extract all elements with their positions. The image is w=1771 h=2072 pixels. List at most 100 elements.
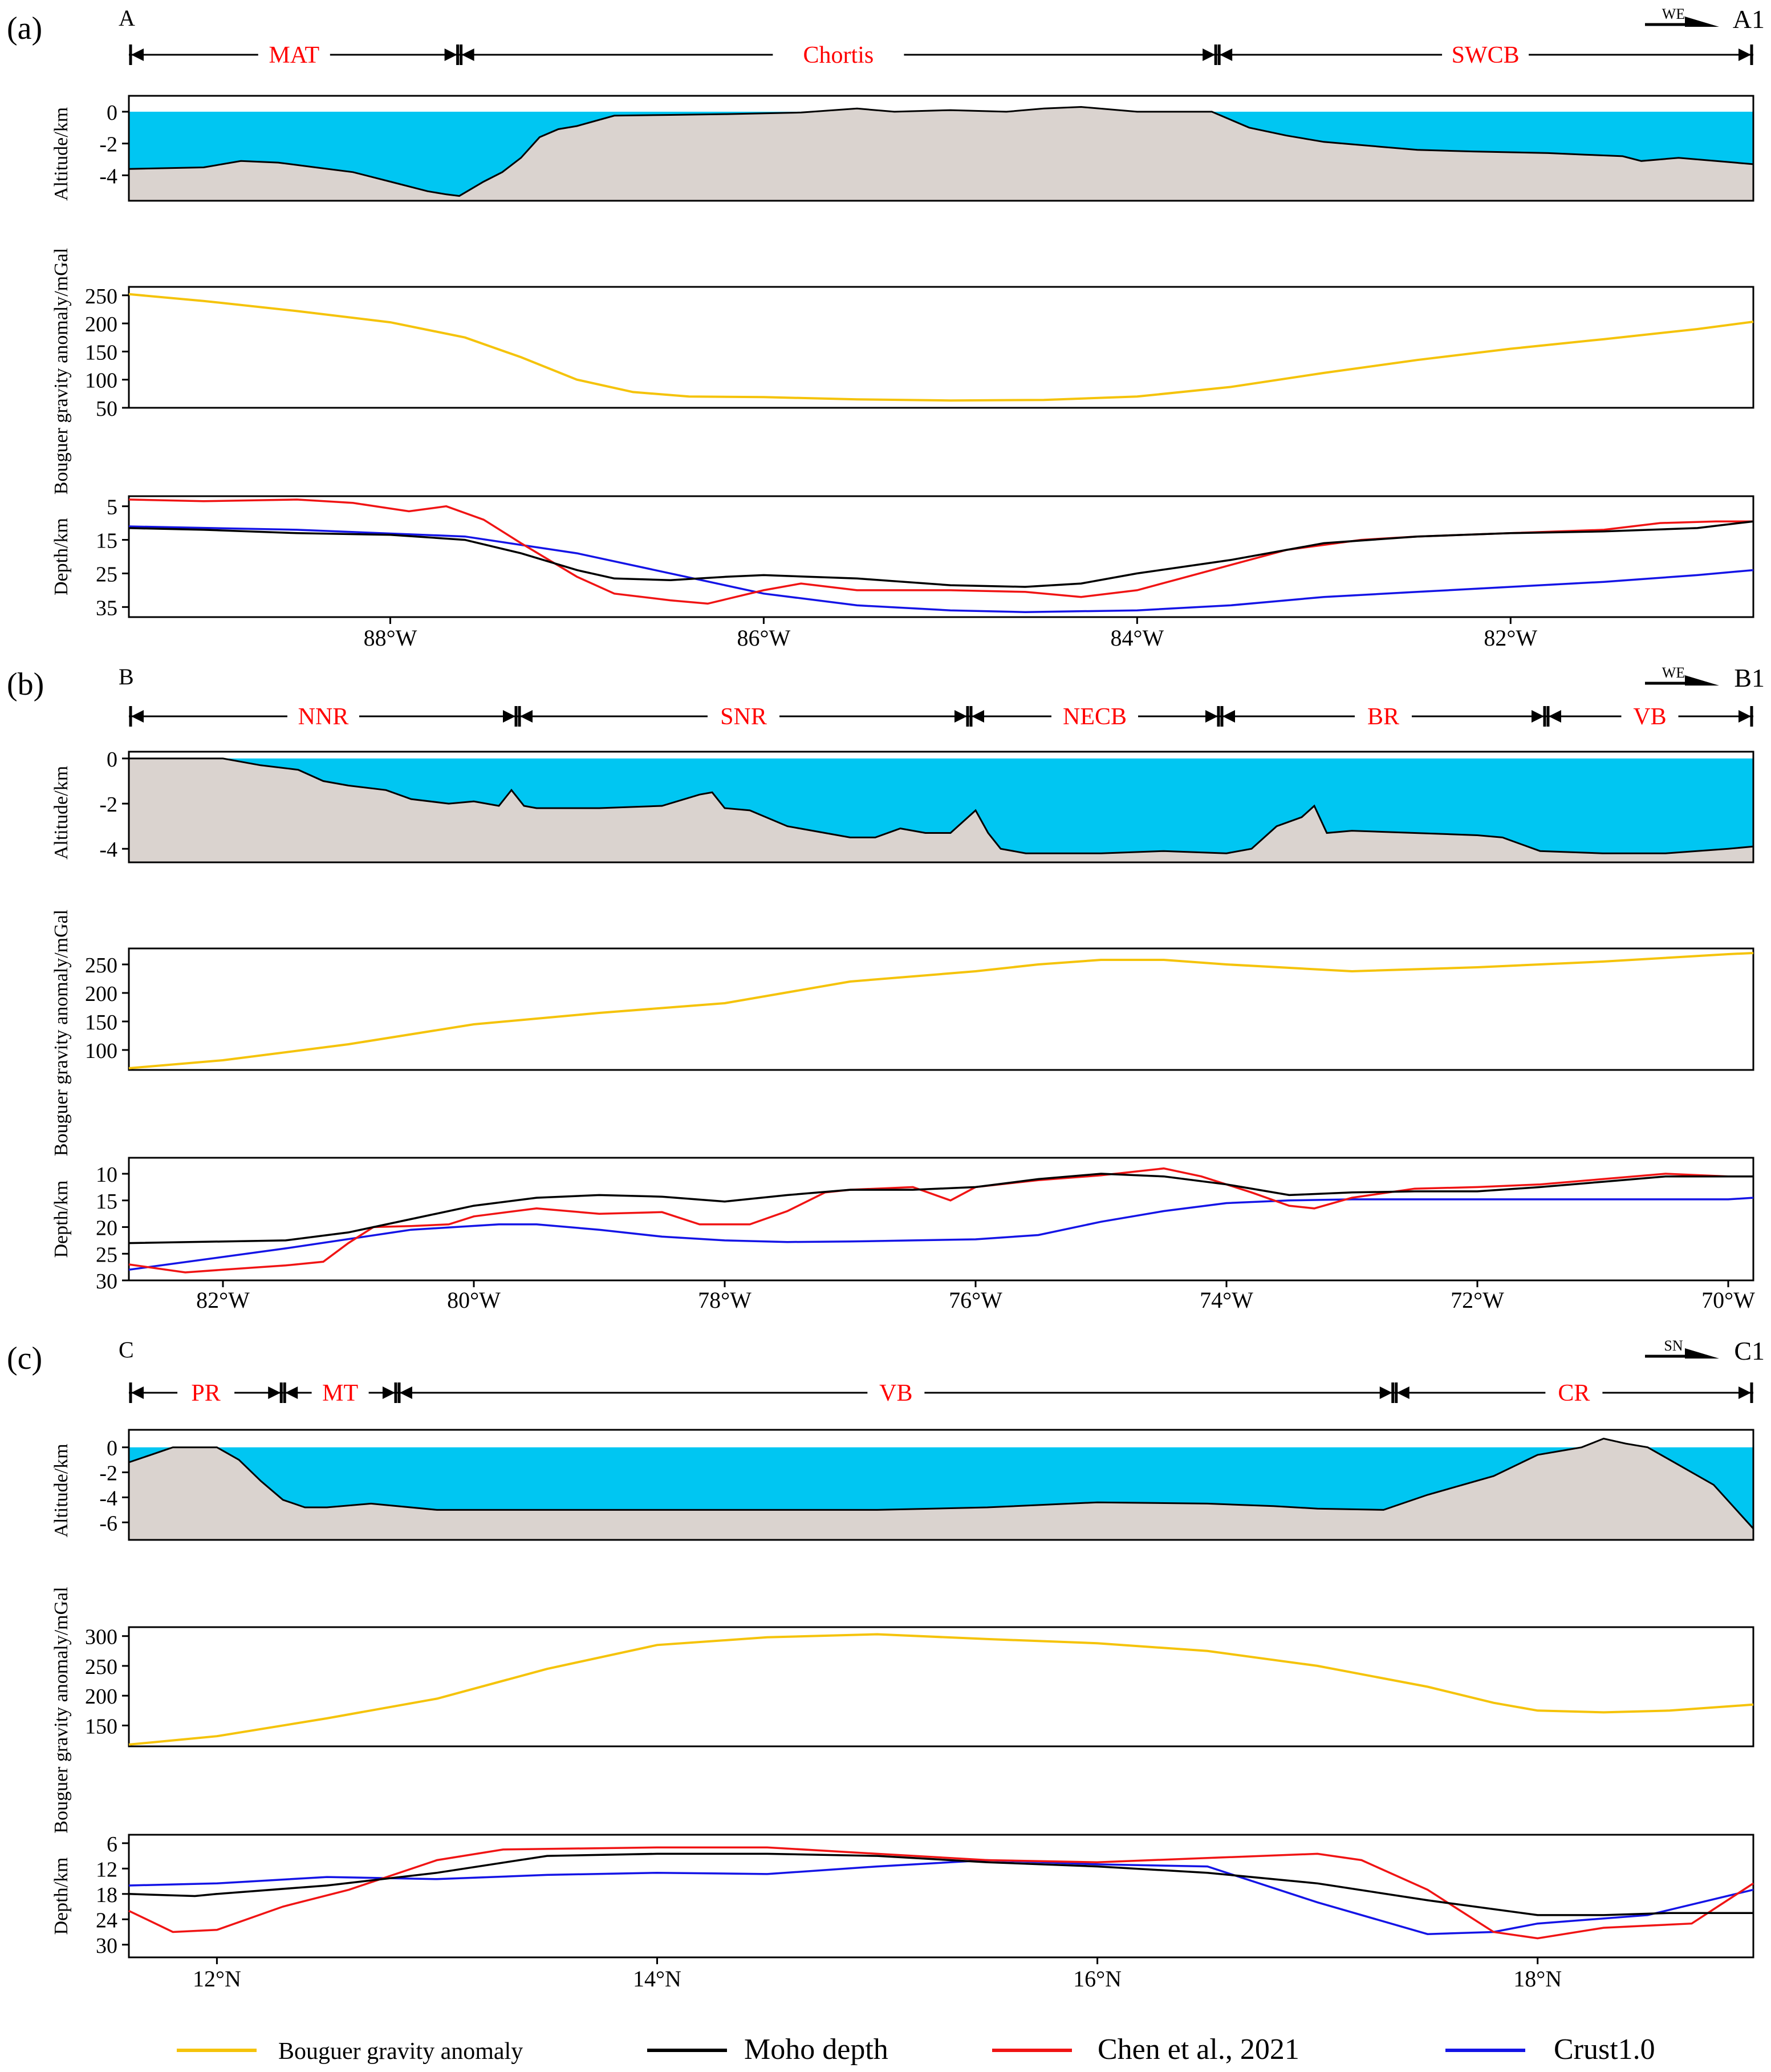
y-axis-label: Bouguer gravity anomaly/mGal xyxy=(51,1587,72,1833)
region-arrow-right xyxy=(1738,1386,1751,1399)
region-label: VB xyxy=(1633,704,1666,730)
region-label: CR xyxy=(1558,1380,1590,1406)
x-tick-label: 74°W xyxy=(1200,1287,1253,1313)
region-arrow-left xyxy=(1549,710,1561,723)
gravity-frame xyxy=(128,1626,1754,1747)
altitude-plot: 0 -2 -4 Altitude/km xyxy=(51,95,1754,202)
region-arrow-left xyxy=(131,710,144,723)
region-arrow-left xyxy=(1220,48,1233,61)
region-label: SNR xyxy=(720,704,767,730)
y-tick-label: -4 xyxy=(99,164,117,188)
region-label: Chortis xyxy=(803,42,874,68)
legend-item-chen: Chen et al., 2021 xyxy=(992,2033,1299,2066)
region-label: BR xyxy=(1367,704,1399,730)
y-tick-label: 30 xyxy=(96,1270,117,1294)
x-tick-label: 70°W xyxy=(1701,1287,1755,1313)
profile-end-label: C1 xyxy=(1734,1336,1765,1365)
x-tick-label: 78°W xyxy=(698,1287,752,1313)
depth-plot: 10 15 20 25 30 Depth/km 82°W 80°W 78°W 76°W 74°W 72… xyxy=(51,1157,1755,1313)
y-tick-label: 300 xyxy=(85,1625,117,1649)
x-tick-label: 16°N xyxy=(1073,1966,1122,1992)
region-label: NNR xyxy=(298,704,349,730)
y-tick-label: 18 xyxy=(96,1883,117,1907)
seafloor-area xyxy=(129,1438,1753,1540)
region-arrow-left xyxy=(520,710,533,723)
panel-b: (b) B B1 WE NNR SNR NECB BR VB 0 -2 -4 Altitude/km 25… xyxy=(7,663,1765,1313)
altitude-frame xyxy=(128,751,1754,863)
depth-frame xyxy=(128,1834,1754,1959)
region-chortis: Chortis xyxy=(459,42,1218,68)
altitude-plot: 0 -2 -4 Altitude/km xyxy=(51,748,1754,863)
direction-label: WE xyxy=(1662,664,1685,681)
profile-start-label: A xyxy=(119,5,135,31)
direction-label: SN xyxy=(1664,1337,1683,1354)
region-vb: VB xyxy=(1546,704,1753,730)
x-tick-label: 82°W xyxy=(196,1287,250,1313)
legend-item-moho: Moho depth xyxy=(647,2033,888,2066)
y-tick-label: 50 xyxy=(96,397,117,421)
region-label: NECB xyxy=(1063,704,1127,730)
region-label: PR xyxy=(191,1380,220,1406)
crust1-line xyxy=(128,1197,1754,1271)
region-label: MAT xyxy=(269,42,319,68)
y-axis-label: Bouguer gravity anomaly/mGal xyxy=(51,910,72,1156)
x-tick-label: 76°W xyxy=(949,1287,1002,1313)
bouguer-gravity-line xyxy=(128,1633,1754,1746)
moho-line xyxy=(128,520,1754,588)
y-tick-label: 30 xyxy=(96,1934,117,1958)
region-arrow-right xyxy=(444,48,457,61)
y-tick-label: 25 xyxy=(96,562,117,586)
region-mat: MAT xyxy=(129,42,460,68)
legend-label: Chen et al., 2021 xyxy=(1098,2033,1299,2066)
gravity-plot: 250 200 150 100 Bouguer gravity anomaly/mGal xyxy=(51,910,1754,1156)
region-arrow-right xyxy=(1738,48,1751,61)
y-tick-label: 10 xyxy=(96,1163,117,1187)
region-cr: CR xyxy=(1394,1380,1753,1406)
y-tick-label: 35 xyxy=(96,596,117,620)
region-label: SWCB xyxy=(1452,42,1520,68)
bathymetry-line xyxy=(128,106,1754,197)
y-tick-label: 20 xyxy=(96,1217,117,1240)
region-arrow-right xyxy=(954,710,967,723)
gravity-plot: 300 250 200 150 Bouguer gravity anomaly/mGal xyxy=(51,1587,1754,1834)
seafloor-area xyxy=(129,758,1753,862)
direction-arrow-head xyxy=(1685,675,1719,686)
panel-label: (b) xyxy=(7,667,44,702)
legend-label: Bouguer gravity anomaly xyxy=(278,2038,523,2065)
region-arrow-right xyxy=(1205,710,1218,723)
y-axis-label: Altitude/km xyxy=(51,766,72,859)
y-axis-label: Depth/km xyxy=(51,1181,72,1258)
x-tick-label: 72°W xyxy=(1451,1287,1504,1313)
y-tick-label: 100 xyxy=(85,1039,117,1063)
y-axis-label: Altitude/km xyxy=(51,1443,72,1537)
region-arrow-right xyxy=(382,1386,395,1399)
x-tick-label: 86°W xyxy=(737,625,791,651)
y-tick-label: 25 xyxy=(96,1243,117,1267)
y-tick-label: 0 xyxy=(107,101,117,125)
region-mt: MT xyxy=(283,1380,397,1406)
x-tick-label: 80°W xyxy=(447,1287,501,1313)
y-tick-label: 200 xyxy=(85,313,117,336)
region-arrow-right xyxy=(1532,710,1544,723)
y-tick-label: -2 xyxy=(99,133,117,157)
y-axis-label: Depth/km xyxy=(51,1858,72,1935)
altitude-frame xyxy=(128,1429,1754,1541)
region-arrow-left xyxy=(972,710,984,723)
depth-frame xyxy=(128,1157,1754,1282)
profile-start-label: B xyxy=(119,664,134,690)
depth-frame xyxy=(128,495,1754,618)
seafloor-area xyxy=(129,107,1753,201)
y-tick-label: -2 xyxy=(99,793,117,817)
profile-start-label: C xyxy=(119,1337,134,1363)
y-tick-label: 24 xyxy=(96,1908,117,1932)
y-tick-label: 150 xyxy=(85,1714,117,1738)
region-arrow-left xyxy=(1222,710,1235,723)
region-br: BR xyxy=(1220,704,1546,730)
bathymetry-line xyxy=(129,757,1754,854)
legend-label: Moho depth xyxy=(744,2033,888,2066)
y-tick-label: 15 xyxy=(96,529,117,553)
panel-a: (a) A A1 WE MAT Chortis SWCB 0 -2 -4 Altitude/km 25… xyxy=(7,5,1765,651)
region-arrow-right xyxy=(1738,710,1751,723)
